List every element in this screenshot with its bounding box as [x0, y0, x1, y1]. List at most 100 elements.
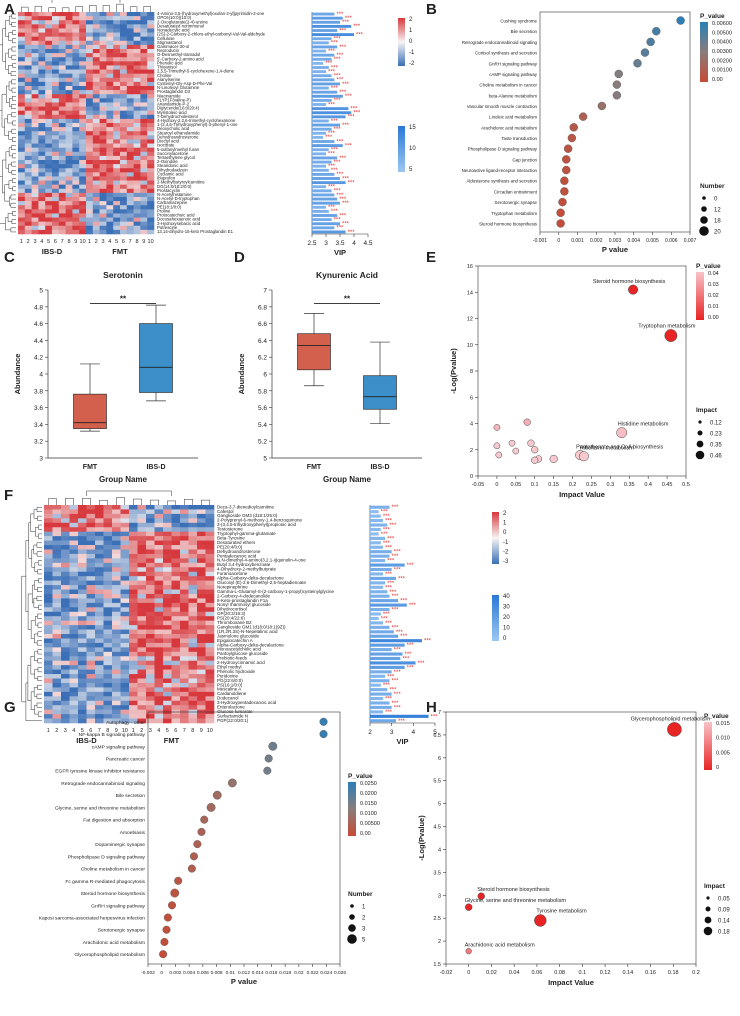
heatmap-cell	[52, 98, 60, 103]
heatmap-cell	[113, 49, 121, 54]
heatmap-cell	[52, 151, 60, 157]
significance-stars: ***	[353, 111, 361, 117]
heatmap-cell	[163, 567, 172, 573]
color-scale-tick: -2	[503, 549, 509, 555]
heatmap-cell	[126, 102, 134, 107]
heatmap-cell	[24, 135, 32, 140]
heatmap-cell	[120, 118, 128, 124]
heatmap-cell	[106, 151, 114, 157]
x-tick-label: 0.05	[510, 482, 521, 488]
heatmap-cell	[86, 589, 96, 595]
heatmap-cell	[137, 593, 147, 599]
heatmap-cell	[44, 687, 53, 693]
heatmap-cell	[163, 505, 172, 510]
heatmap-cell	[137, 589, 147, 595]
heatmap-cell	[86, 205, 94, 210]
color-scale-tick: 1	[409, 28, 413, 34]
heatmap-cell	[126, 164, 134, 169]
heatmap-cell	[79, 229, 87, 235]
heatmap-cell	[58, 53, 66, 58]
heatmap-cell	[188, 616, 198, 621]
heatmap-cell	[18, 180, 26, 185]
heatmap-cell	[171, 607, 181, 613]
heatmap-cell	[197, 553, 206, 559]
significance-stars: ***	[348, 115, 356, 121]
heatmap-cell	[171, 634, 181, 639]
vip-bar	[312, 156, 338, 160]
heatmap-cell	[154, 509, 164, 515]
y-tick-label: 12	[467, 317, 473, 323]
heatmap-cell	[126, 114, 134, 120]
significance-stars: ***	[418, 661, 426, 667]
heatmap-cell	[86, 12, 94, 17]
color-scale-tick: 0.0250	[360, 781, 377, 787]
pathway-label: Amoebiasis	[120, 830, 146, 836]
heatmap-cell	[140, 201, 148, 206]
heatmap-cell	[126, 16, 134, 21]
heatmap-cell	[38, 192, 46, 198]
heatmap-cell	[147, 81, 155, 87]
heatmap-cell	[197, 678, 206, 684]
heatmap-cell	[58, 57, 66, 62]
y-tick-label: 6.2	[258, 355, 267, 362]
significance-stars: ***	[342, 123, 350, 129]
significance-stars: ***	[339, 28, 347, 34]
heatmap-cell	[79, 151, 87, 157]
heatmap-cell	[79, 12, 87, 17]
heatmap-cell	[140, 160, 148, 165]
heatmap-cell	[180, 625, 189, 630]
dendrogram-branch	[8, 15, 12, 25]
pathway-label: Phospholipase D signaling pathway	[468, 147, 538, 152]
heatmap-cell	[61, 616, 70, 621]
heatmap-cell	[146, 651, 155, 657]
dendrogram-branch	[35, 526, 39, 537]
heatmap-cell	[120, 209, 128, 214]
heatmap-cell	[129, 545, 138, 550]
pathway-bubble	[465, 948, 472, 955]
heatmap-cell	[65, 168, 73, 173]
heatmap-cell	[140, 49, 148, 54]
heatmap-cell	[79, 24, 87, 29]
heatmap-cell	[140, 143, 148, 148]
heatmap-cell	[86, 634, 96, 639]
color-scale-tick: 0.02	[708, 293, 719, 299]
dendrogram-branch	[33, 509, 38, 519]
heatmap-cell	[52, 709, 62, 715]
heatmap-cell	[52, 197, 60, 202]
heatmap-cell	[61, 660, 70, 666]
heatmap-cell	[154, 647, 164, 653]
dendrogram-branch	[82, 498, 91, 505]
sample-tick: 4	[108, 239, 111, 245]
color-scale-tick: 0.01	[708, 304, 719, 310]
heatmap-cell	[79, 160, 87, 165]
pathway-bubble	[477, 892, 485, 900]
heatmap-cell	[112, 545, 121, 550]
heatmap-cell	[38, 123, 46, 128]
heatmap-cell	[188, 714, 198, 719]
heatmap-cell	[45, 69, 53, 74]
heatmap-cell	[31, 81, 39, 87]
heatmap-cell	[24, 61, 32, 66]
heatmap-cell	[24, 176, 32, 181]
heatmap-cell	[154, 660, 164, 666]
heatmap-cell	[137, 682, 147, 688]
pathway-label: GnRH signaling pathway	[489, 61, 538, 66]
heatmap-cell	[31, 90, 39, 95]
heatmap-cell	[146, 714, 155, 719]
heatmap-cell	[61, 509, 70, 515]
heatmap-cell	[188, 651, 198, 657]
sample-tick: 7	[183, 728, 186, 734]
heatmap-cell	[99, 164, 107, 169]
heatmap-cell	[69, 642, 79, 648]
heatmap-cell	[52, 49, 60, 54]
heatmap-cell	[65, 151, 73, 157]
heatmap-cell	[44, 616, 53, 621]
bubble-label: Steroid hormone biosynthesis	[593, 279, 666, 285]
heatmap-cell	[78, 625, 87, 630]
heatmap-cell	[79, 176, 87, 181]
pathway-bubble	[465, 903, 473, 911]
pathway-dot	[562, 155, 571, 164]
dendrogram-branch	[11, 112, 16, 118]
heatmap-cell	[65, 20, 73, 25]
